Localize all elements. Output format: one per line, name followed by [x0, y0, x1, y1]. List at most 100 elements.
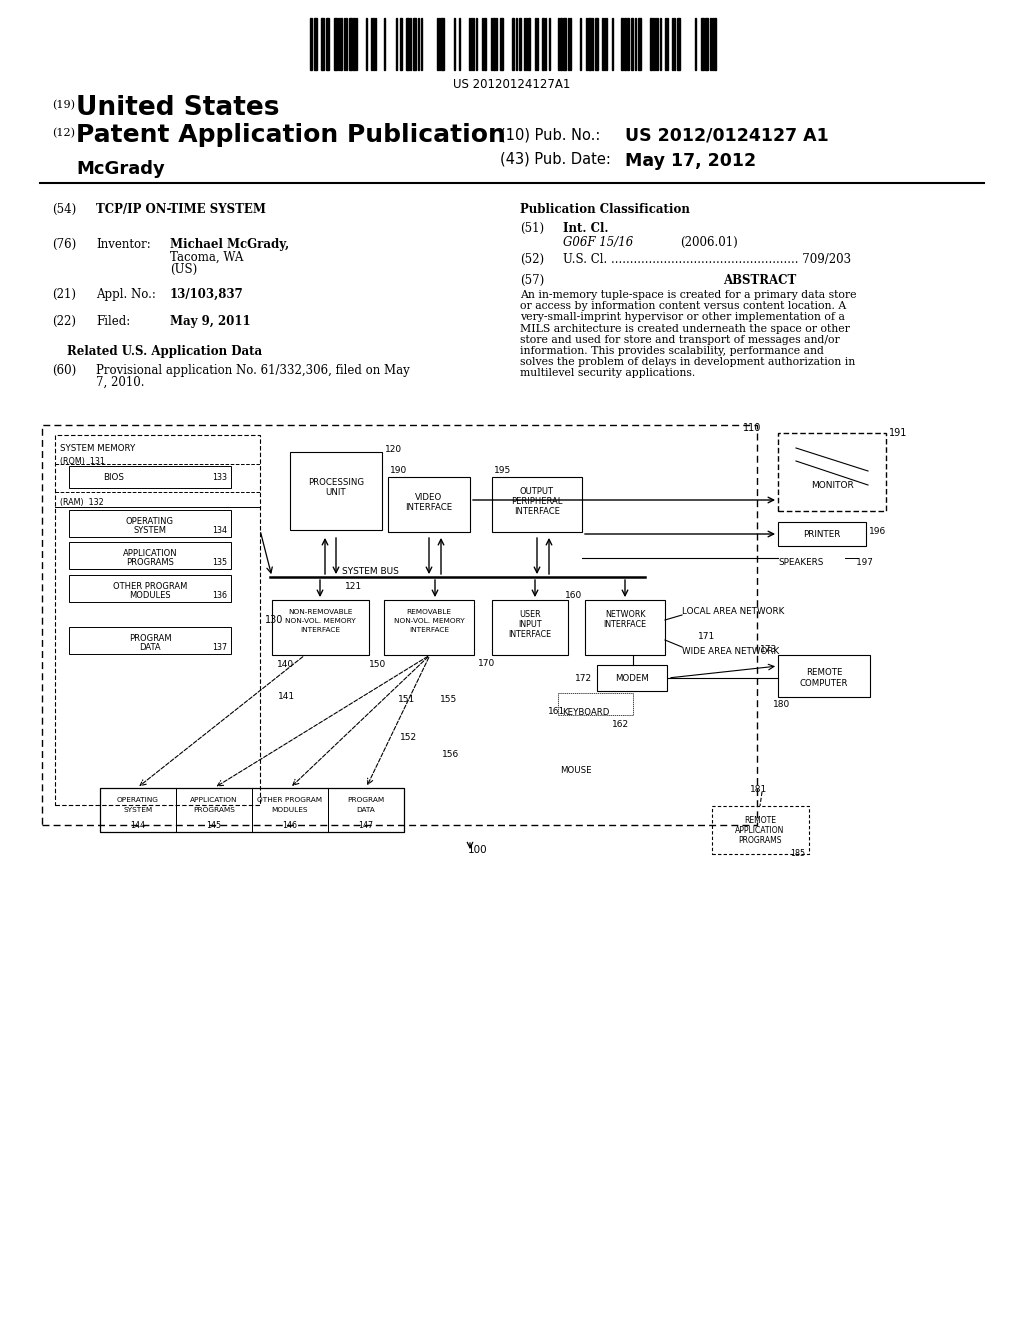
- Text: (10) Pub. No.:: (10) Pub. No.:: [500, 127, 600, 143]
- Text: 136: 136: [212, 591, 227, 601]
- Bar: [631, 18, 633, 70]
- Text: PROGRAMS: PROGRAMS: [738, 836, 781, 845]
- Text: (RAM)  132: (RAM) 132: [60, 498, 103, 507]
- Text: McGrady: McGrady: [76, 160, 165, 178]
- Text: INPUT: INPUT: [518, 620, 542, 630]
- Text: (22): (22): [52, 315, 76, 327]
- Bar: [778, 655, 870, 697]
- Text: US 2012/0124127 A1: US 2012/0124127 A1: [625, 127, 828, 145]
- Bar: [542, 18, 544, 70]
- Bar: [69, 510, 231, 537]
- Text: 181: 181: [750, 785, 767, 795]
- Text: OPERATING: OPERATING: [117, 797, 159, 803]
- Text: SYSTEM MEMORY: SYSTEM MEMORY: [60, 444, 135, 453]
- Text: MODULES: MODULES: [271, 807, 308, 813]
- Bar: [624, 18, 626, 70]
- Text: OUTPUT: OUTPUT: [520, 487, 554, 496]
- Text: 160: 160: [565, 591, 583, 601]
- Text: APPLICATION: APPLICATION: [190, 797, 238, 803]
- Text: Michael McGrady,: Michael McGrady,: [170, 238, 289, 251]
- Text: 110: 110: [743, 422, 762, 433]
- Text: MODEM: MODEM: [615, 675, 649, 682]
- Bar: [558, 693, 633, 715]
- Text: 152: 152: [400, 733, 417, 742]
- Text: SYSTEM BUS: SYSTEM BUS: [342, 568, 398, 576]
- Bar: [705, 18, 708, 70]
- Text: Related U.S. Application Data: Related U.S. Application Data: [68, 345, 262, 358]
- Bar: [712, 807, 809, 854]
- Text: May 17, 2012: May 17, 2012: [625, 152, 756, 170]
- Bar: [321, 18, 324, 70]
- Text: May 9, 2011: May 9, 2011: [170, 315, 251, 327]
- Text: (43) Pub. Date:: (43) Pub. Date:: [500, 152, 611, 168]
- Text: store and used for store and transport of messages and/or: store and used for store and transport o…: [520, 335, 840, 345]
- Text: G06F 15/16: G06F 15/16: [563, 236, 633, 249]
- Text: (57): (57): [520, 275, 544, 286]
- Text: MILS architecture is created underneath the space or other: MILS architecture is created underneath …: [520, 323, 850, 334]
- Text: Int. Cl.: Int. Cl.: [563, 222, 608, 235]
- Text: 130: 130: [265, 615, 284, 624]
- Text: PROGRAM: PROGRAM: [347, 797, 385, 803]
- Text: (21): (21): [52, 288, 76, 301]
- Text: INTERFACE: INTERFACE: [409, 627, 449, 634]
- Text: 135: 135: [212, 558, 227, 568]
- Text: LOCAL AREA NETWORK: LOCAL AREA NETWORK: [682, 607, 784, 616]
- Text: (54): (54): [52, 203, 76, 216]
- Text: REMOTE: REMOTE: [744, 816, 776, 825]
- Bar: [42, 425, 757, 825]
- Text: 185: 185: [790, 849, 805, 858]
- Bar: [100, 788, 176, 832]
- Text: SYSTEM: SYSTEM: [123, 807, 153, 813]
- Text: MODULES: MODULES: [129, 591, 171, 601]
- Text: (52): (52): [520, 253, 544, 267]
- Text: (76): (76): [52, 238, 76, 251]
- Text: APPLICATION: APPLICATION: [123, 549, 177, 558]
- Text: information. This provides scalability, performance and: information. This provides scalability, …: [520, 346, 824, 356]
- Bar: [701, 18, 705, 70]
- Text: 172: 172: [575, 675, 592, 682]
- Text: PROGRAMS: PROGRAMS: [194, 807, 234, 813]
- Text: 121: 121: [345, 582, 362, 591]
- Text: REMOTE: REMOTE: [806, 668, 843, 677]
- Text: KEYBOARD: KEYBOARD: [562, 708, 609, 717]
- Bar: [677, 18, 680, 70]
- Text: 191: 191: [889, 428, 907, 438]
- Bar: [413, 18, 416, 70]
- Text: 133: 133: [212, 473, 227, 482]
- Text: 197: 197: [848, 558, 872, 568]
- Text: PRINTER: PRINTER: [803, 531, 841, 539]
- Text: PROGRAMS: PROGRAMS: [126, 558, 174, 568]
- Bar: [627, 18, 629, 70]
- Bar: [406, 18, 409, 70]
- Bar: [326, 18, 329, 70]
- Bar: [100, 788, 404, 832]
- Text: PROGRAM: PROGRAM: [129, 634, 171, 643]
- Text: BIOS: BIOS: [103, 473, 125, 482]
- Text: 161: 161: [548, 708, 565, 715]
- Text: Tacoma, WA: Tacoma, WA: [170, 251, 244, 264]
- Text: 120: 120: [385, 445, 402, 454]
- Bar: [349, 18, 352, 70]
- Bar: [528, 18, 530, 70]
- Bar: [272, 601, 369, 655]
- Text: INTERFACE: INTERFACE: [300, 627, 340, 634]
- Text: INTERFACE: INTERFACE: [509, 630, 552, 639]
- Bar: [384, 601, 474, 655]
- Text: 144: 144: [130, 821, 145, 830]
- Bar: [328, 788, 404, 832]
- Bar: [69, 576, 231, 602]
- Text: 170: 170: [478, 659, 496, 668]
- Text: OTHER PROGRAM: OTHER PROGRAM: [113, 582, 187, 591]
- Text: 147: 147: [358, 821, 374, 830]
- Text: 151: 151: [398, 696, 416, 704]
- Text: 156: 156: [442, 750, 459, 759]
- Bar: [484, 18, 486, 70]
- Bar: [560, 18, 562, 70]
- Bar: [493, 18, 495, 70]
- Bar: [638, 18, 641, 70]
- Text: MONITOR: MONITOR: [811, 480, 853, 490]
- Text: OPERATING: OPERATING: [126, 517, 174, 525]
- Text: OTHER PROGRAM: OTHER PROGRAM: [257, 797, 323, 803]
- Text: very-small-imprint hypervisor or other implementation of a: very-small-imprint hypervisor or other i…: [520, 313, 845, 322]
- Bar: [778, 433, 886, 511]
